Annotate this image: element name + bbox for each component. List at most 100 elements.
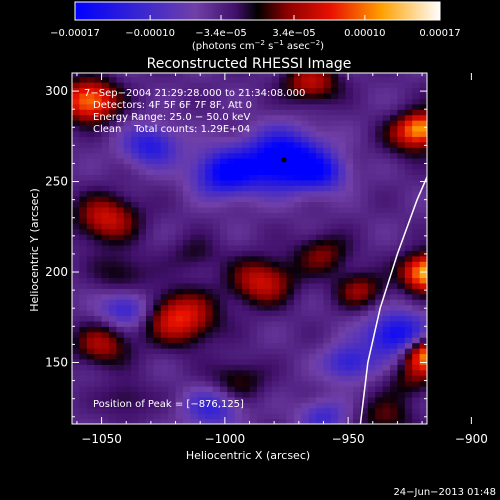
heatmap-cell [264, 391, 273, 398]
heatmap-cell [382, 348, 391, 355]
heatmap-cell [86, 331, 95, 338]
heatmap-cell [145, 407, 154, 414]
heatmap-cell [360, 310, 369, 317]
heatmap-cell [256, 190, 265, 197]
heatmap-cell [256, 342, 265, 349]
heatmap-cell [404, 136, 413, 143]
heatmap-cell [168, 391, 177, 398]
heatmap-cell [279, 141, 288, 148]
heatmap-cell [264, 136, 273, 143]
heatmap-cell [375, 239, 384, 246]
heatmap-cell [404, 98, 413, 105]
heatmap-cell [219, 353, 228, 360]
heatmap-cell [375, 147, 384, 154]
heatmap-cell [271, 141, 280, 148]
heatmap-cell [212, 348, 221, 355]
heatmap-cell [419, 348, 427, 355]
heatmap-cell [108, 98, 117, 105]
heatmap-cell [264, 250, 273, 257]
heatmap-cell [375, 130, 384, 137]
heatmap-cell [360, 109, 369, 116]
heatmap-cell [301, 136, 310, 143]
heatmap-cell [279, 282, 288, 289]
heatmap-cell [419, 82, 427, 89]
heatmap-cell [330, 342, 339, 349]
heatmap-cell [293, 272, 302, 279]
heatmap-cell [219, 261, 228, 268]
heatmap-cell [404, 407, 413, 414]
heatmap-cell [308, 201, 317, 208]
heatmap-cell [345, 272, 354, 279]
heatmap-cell [412, 386, 421, 393]
heatmap-cell [205, 386, 214, 393]
heatmap-cell [101, 234, 110, 241]
heatmap-cell [138, 293, 147, 300]
heatmap-cell [345, 348, 354, 355]
heatmap-cell [79, 163, 88, 170]
heatmap-cell [205, 277, 214, 284]
heatmap-cell [293, 418, 302, 424]
heatmap-cell [256, 130, 265, 137]
heatmap-cell [323, 239, 332, 246]
heatmap-cell [249, 141, 258, 148]
heatmap-cell [256, 364, 265, 371]
heatmap-cell [271, 266, 280, 273]
heatmap-cell [101, 141, 110, 148]
heatmap-cell [153, 163, 162, 170]
heatmap-cell [182, 212, 191, 219]
heatmap-cell [153, 239, 162, 246]
heatmap-cell [397, 277, 406, 284]
heatmap-cell [404, 234, 413, 241]
heatmap-cell [234, 288, 243, 295]
heatmap-cell [390, 407, 399, 414]
heatmap-cell [316, 331, 325, 338]
heatmap-cell [123, 217, 132, 224]
heatmap-cell [286, 190, 295, 197]
heatmap-cell [138, 386, 147, 393]
heatmap-cell [131, 282, 140, 289]
heatmap-cell [286, 125, 295, 132]
heatmap-cell [86, 109, 95, 116]
heatmap-cell [249, 315, 258, 322]
heatmap-cell [72, 369, 80, 376]
heatmap-cell [256, 358, 265, 365]
heatmap-cell [131, 168, 140, 175]
heatmap-cell [79, 331, 88, 338]
heatmap-cell [123, 358, 132, 365]
heatmap-cell [175, 331, 184, 338]
heatmap-cell [205, 358, 214, 365]
heatmap-cell [316, 223, 325, 230]
heatmap-cell [138, 396, 147, 403]
heatmap-cell [249, 98, 258, 105]
heatmap-cell [345, 228, 354, 235]
heatmap-cell [308, 76, 317, 83]
energy-range-text: Energy Range: 25.0 − 50.0 keV [93, 112, 250, 123]
heatmap-cell [404, 120, 413, 127]
heatmap-cell [256, 73, 265, 78]
heatmap-cell [242, 158, 251, 165]
heatmap-cell [301, 261, 310, 268]
heatmap-cell [382, 369, 391, 376]
heatmap-cell [108, 206, 117, 213]
heatmap-cell [212, 326, 221, 333]
heatmap-cell [101, 396, 110, 403]
heatmap-cell [330, 255, 339, 262]
heatmap-cell [94, 239, 103, 246]
heatmap-cell [382, 386, 391, 393]
heatmap-cell [382, 250, 391, 257]
heatmap-cell [116, 120, 125, 127]
heatmap-cell [72, 163, 80, 170]
heatmap-cell [160, 228, 169, 235]
heatmap-cell [293, 217, 302, 224]
heatmap-cell [72, 185, 80, 192]
heatmap-cell [227, 147, 236, 154]
heatmap-cell [353, 201, 362, 208]
heatmap-cell [249, 380, 258, 387]
heatmap-cell [219, 190, 228, 197]
heatmap-cell [293, 82, 302, 89]
heatmap-cell [197, 315, 206, 322]
heatmap-cell [234, 396, 243, 403]
heatmap-cell [116, 228, 125, 235]
heatmap-cell [212, 380, 221, 387]
heatmap-cell [382, 152, 391, 159]
